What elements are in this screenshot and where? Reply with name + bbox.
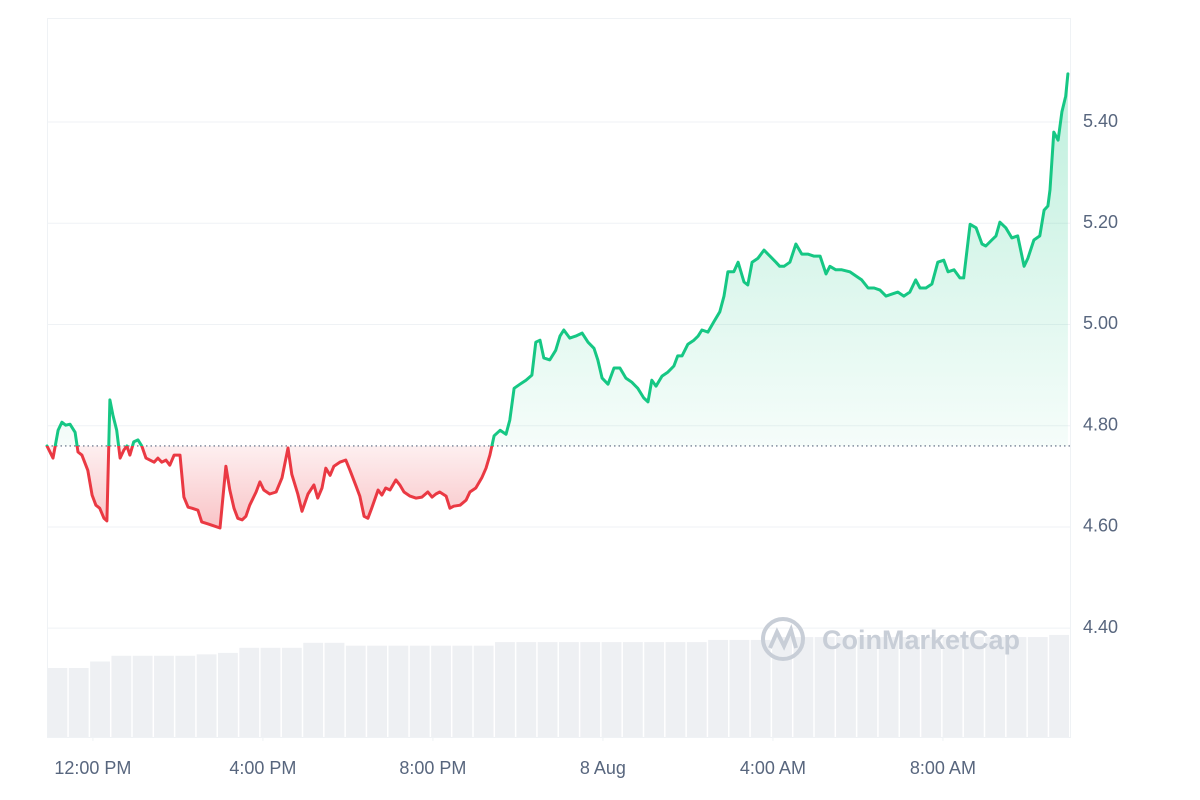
x-tick-label: 8 Aug xyxy=(580,758,626,778)
volume-bar xyxy=(729,639,750,737)
volume-bar xyxy=(218,652,238,737)
volume-bar xyxy=(324,642,345,737)
volume-bar xyxy=(580,642,601,737)
volume-bar xyxy=(388,645,409,737)
volume-bar xyxy=(90,661,110,737)
volume-bar xyxy=(900,637,920,737)
volume-bar xyxy=(708,639,728,737)
volume-bar xyxy=(239,647,260,737)
volume-bar xyxy=(196,654,217,737)
y-tick-label: 5.20 xyxy=(1083,212,1118,232)
volume-bar xyxy=(1049,634,1069,737)
volume-bar xyxy=(537,642,558,737)
price-line xyxy=(45,72,1070,530)
volume-bar xyxy=(921,637,942,737)
volume-bar xyxy=(303,642,324,737)
volume-bar xyxy=(1027,637,1048,737)
volume-bar xyxy=(175,655,196,737)
volume-bar xyxy=(516,642,537,737)
volume-bar xyxy=(1006,637,1027,737)
watermark-logo xyxy=(761,617,805,661)
y-tick-label: 5.40 xyxy=(1083,111,1118,131)
volume-bar xyxy=(409,645,430,737)
volume-bar xyxy=(47,667,68,737)
volume-bar xyxy=(495,642,515,737)
volume-bar xyxy=(345,645,366,737)
volume-bar xyxy=(942,637,963,737)
volume-bar xyxy=(985,637,1006,737)
x-tick-label: 12:00 PM xyxy=(54,758,131,778)
watermark: CoinMarketCap xyxy=(822,625,1020,655)
volume-bar xyxy=(260,647,281,737)
x-tick-label: 4:00 AM xyxy=(740,758,806,778)
volume-bar xyxy=(367,645,387,737)
volume-bar xyxy=(111,655,132,737)
x-tick-label: 8:00 AM xyxy=(910,758,976,778)
volume-bar xyxy=(281,647,302,737)
volume-bar xyxy=(814,637,835,737)
volume-bar xyxy=(878,637,899,737)
y-tick-label: 4.60 xyxy=(1083,516,1118,536)
volume-bar xyxy=(559,642,579,737)
volume-bar xyxy=(68,667,89,737)
volume-bar xyxy=(963,637,984,737)
volume-bar xyxy=(836,637,856,737)
volume-bar xyxy=(793,637,814,737)
volume-bar xyxy=(452,645,473,737)
volume-bar xyxy=(644,642,665,737)
volume-bar xyxy=(601,642,622,737)
volume-bar xyxy=(686,642,707,737)
volume-bar xyxy=(665,642,686,737)
x-tick-label: 8:00 PM xyxy=(399,758,466,778)
volume-bar xyxy=(473,645,494,737)
volume-bar xyxy=(132,655,153,737)
volume-bar xyxy=(622,642,643,737)
y-tick-label: 4.80 xyxy=(1083,414,1118,434)
volume-bar xyxy=(750,639,771,737)
y-tick-label: 5.00 xyxy=(1083,313,1118,333)
price-area xyxy=(47,73,1068,529)
label-layer: 4.40 4.60 4.80 5.00 5.20 5.40 12:00 PM 4:00 PM 8… xyxy=(54,111,1118,778)
x-tick-label: 4:00 PM xyxy=(229,758,296,778)
volume-layer xyxy=(47,634,1069,737)
series-layer xyxy=(45,72,1070,530)
volume-bar xyxy=(857,637,878,737)
y-tick-label: 4.40 xyxy=(1083,617,1118,637)
volume-bar xyxy=(154,655,174,737)
volume-bar xyxy=(772,637,792,737)
volume-bar xyxy=(431,645,451,737)
plot-frame xyxy=(47,18,1071,738)
